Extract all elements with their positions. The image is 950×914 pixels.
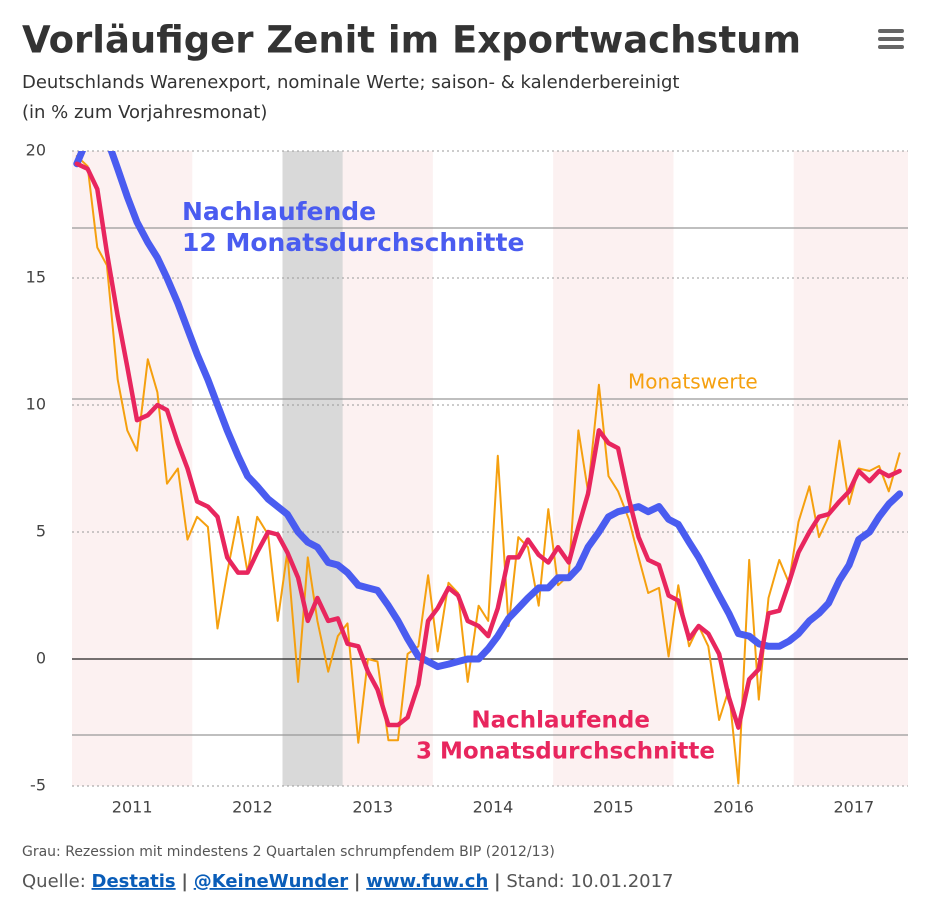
source-link[interactable]: @KeineWunder [194, 871, 349, 892]
year-band [72, 151, 193, 786]
source-link[interactable]: Destatis [92, 871, 176, 892]
subtitle: (in % zum Vorjahresmonat) [22, 102, 267, 123]
recession-band [282, 151, 343, 786]
note: Grau: Rezession mit mindestens 2 Quartal… [22, 844, 555, 860]
menu-bar[interactable] [878, 45, 904, 49]
y-tick-label: 10 [26, 395, 46, 414]
menu-bar[interactable] [878, 37, 904, 41]
y-tick-label: 15 [26, 268, 46, 287]
y-tick-label: -5 [30, 776, 46, 795]
series-line [75, 155, 901, 785]
series-line [74, 161, 902, 730]
y-tick-label: 5 [36, 522, 46, 541]
series-label: Nachlaufende [182, 197, 376, 226]
x-tick-label: 2014 [473, 798, 514, 817]
separator: | [181, 871, 188, 892]
source: Quelle: Destatis | @KeineWunder | www.fu… [22, 871, 674, 892]
source-label: Quelle: [22, 871, 86, 892]
stand: Stand: 10.01.2017 [506, 871, 673, 892]
series-label: Nachlaufende [471, 708, 650, 734]
chart-title: Vorläufiger Zenit im Exportwachstum [22, 19, 801, 62]
series-label: 3 Monatsdurchschnitte [416, 739, 715, 765]
y-tick-label: 20 [26, 141, 46, 160]
series-label: 12 Monatsdurchschnitte [182, 228, 524, 257]
series-label: Monatswerte [628, 370, 758, 394]
x-tick-label: 2011 [112, 798, 153, 817]
year-band [553, 151, 674, 786]
x-tick-label: 2017 [834, 798, 875, 817]
year-band [793, 151, 908, 786]
x-tick-label: 2015 [593, 798, 634, 817]
x-tick-label: 2013 [352, 798, 393, 817]
separator: | [494, 871, 501, 892]
x-tick-label: 2012 [232, 798, 273, 817]
separator: | [354, 871, 361, 892]
menu-button[interactable] [870, 24, 910, 56]
menu-bar[interactable] [878, 29, 904, 33]
subtitle: Deutschlands Warenexport, nominale Werte… [22, 72, 679, 93]
y-tick-label: 0 [36, 649, 46, 668]
x-tick-label: 2016 [713, 798, 754, 817]
source-link[interactable]: www.fuw.ch [366, 871, 488, 892]
